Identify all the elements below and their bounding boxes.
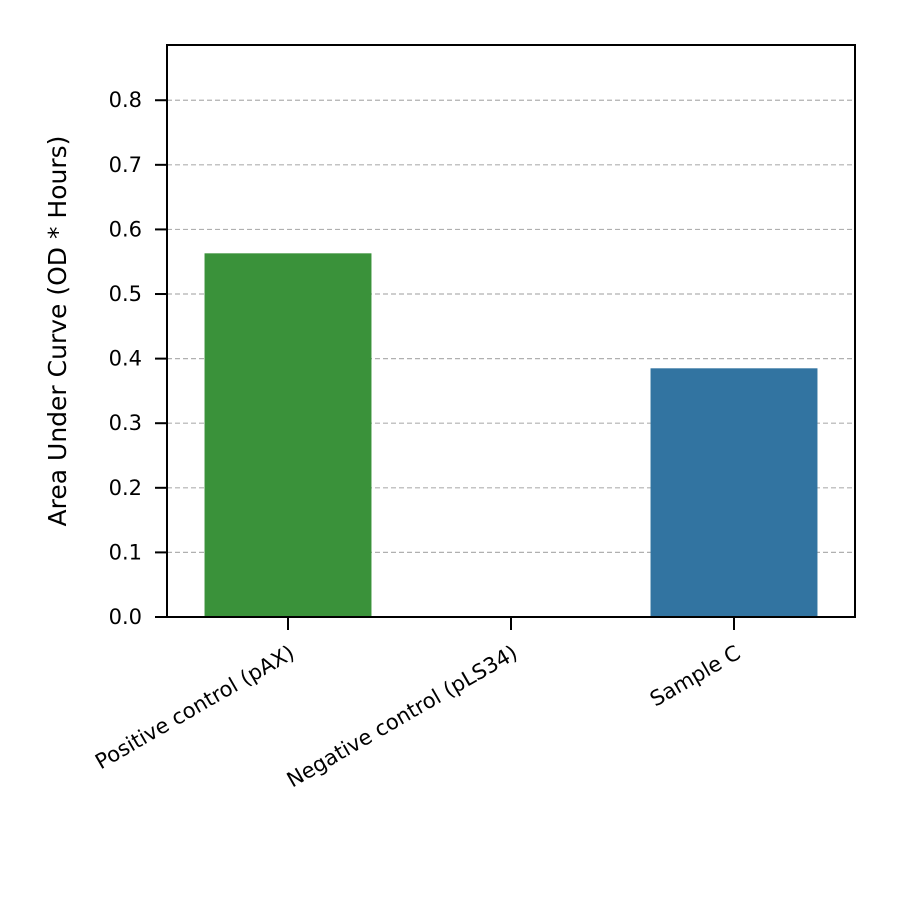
bars <box>204 253 818 617</box>
y-tick-label-0: 0.0 <box>109 605 142 629</box>
y-tick-label-2: 0.2 <box>109 476 142 500</box>
bar-0 <box>204 253 372 617</box>
y-axis-ticks: 0.0 0.1 0.2 0.3 0.4 0.5 0.6 0.7 0.8 <box>109 88 167 629</box>
y-tick-label-8: 0.8 <box>109 88 142 112</box>
y-tick-label-6: 0.6 <box>109 217 142 241</box>
y-tick-label-4: 0.4 <box>109 347 142 371</box>
y-tick-label-7: 0.7 <box>109 153 142 177</box>
y-axis-label: Area Under Curve (OD * Hours) <box>43 136 72 527</box>
y-tick-label-5: 0.5 <box>109 282 142 306</box>
bar-2 <box>650 368 818 617</box>
y-tick-label-1: 0.1 <box>109 540 142 564</box>
y-tick-label-3: 0.3 <box>109 411 142 435</box>
